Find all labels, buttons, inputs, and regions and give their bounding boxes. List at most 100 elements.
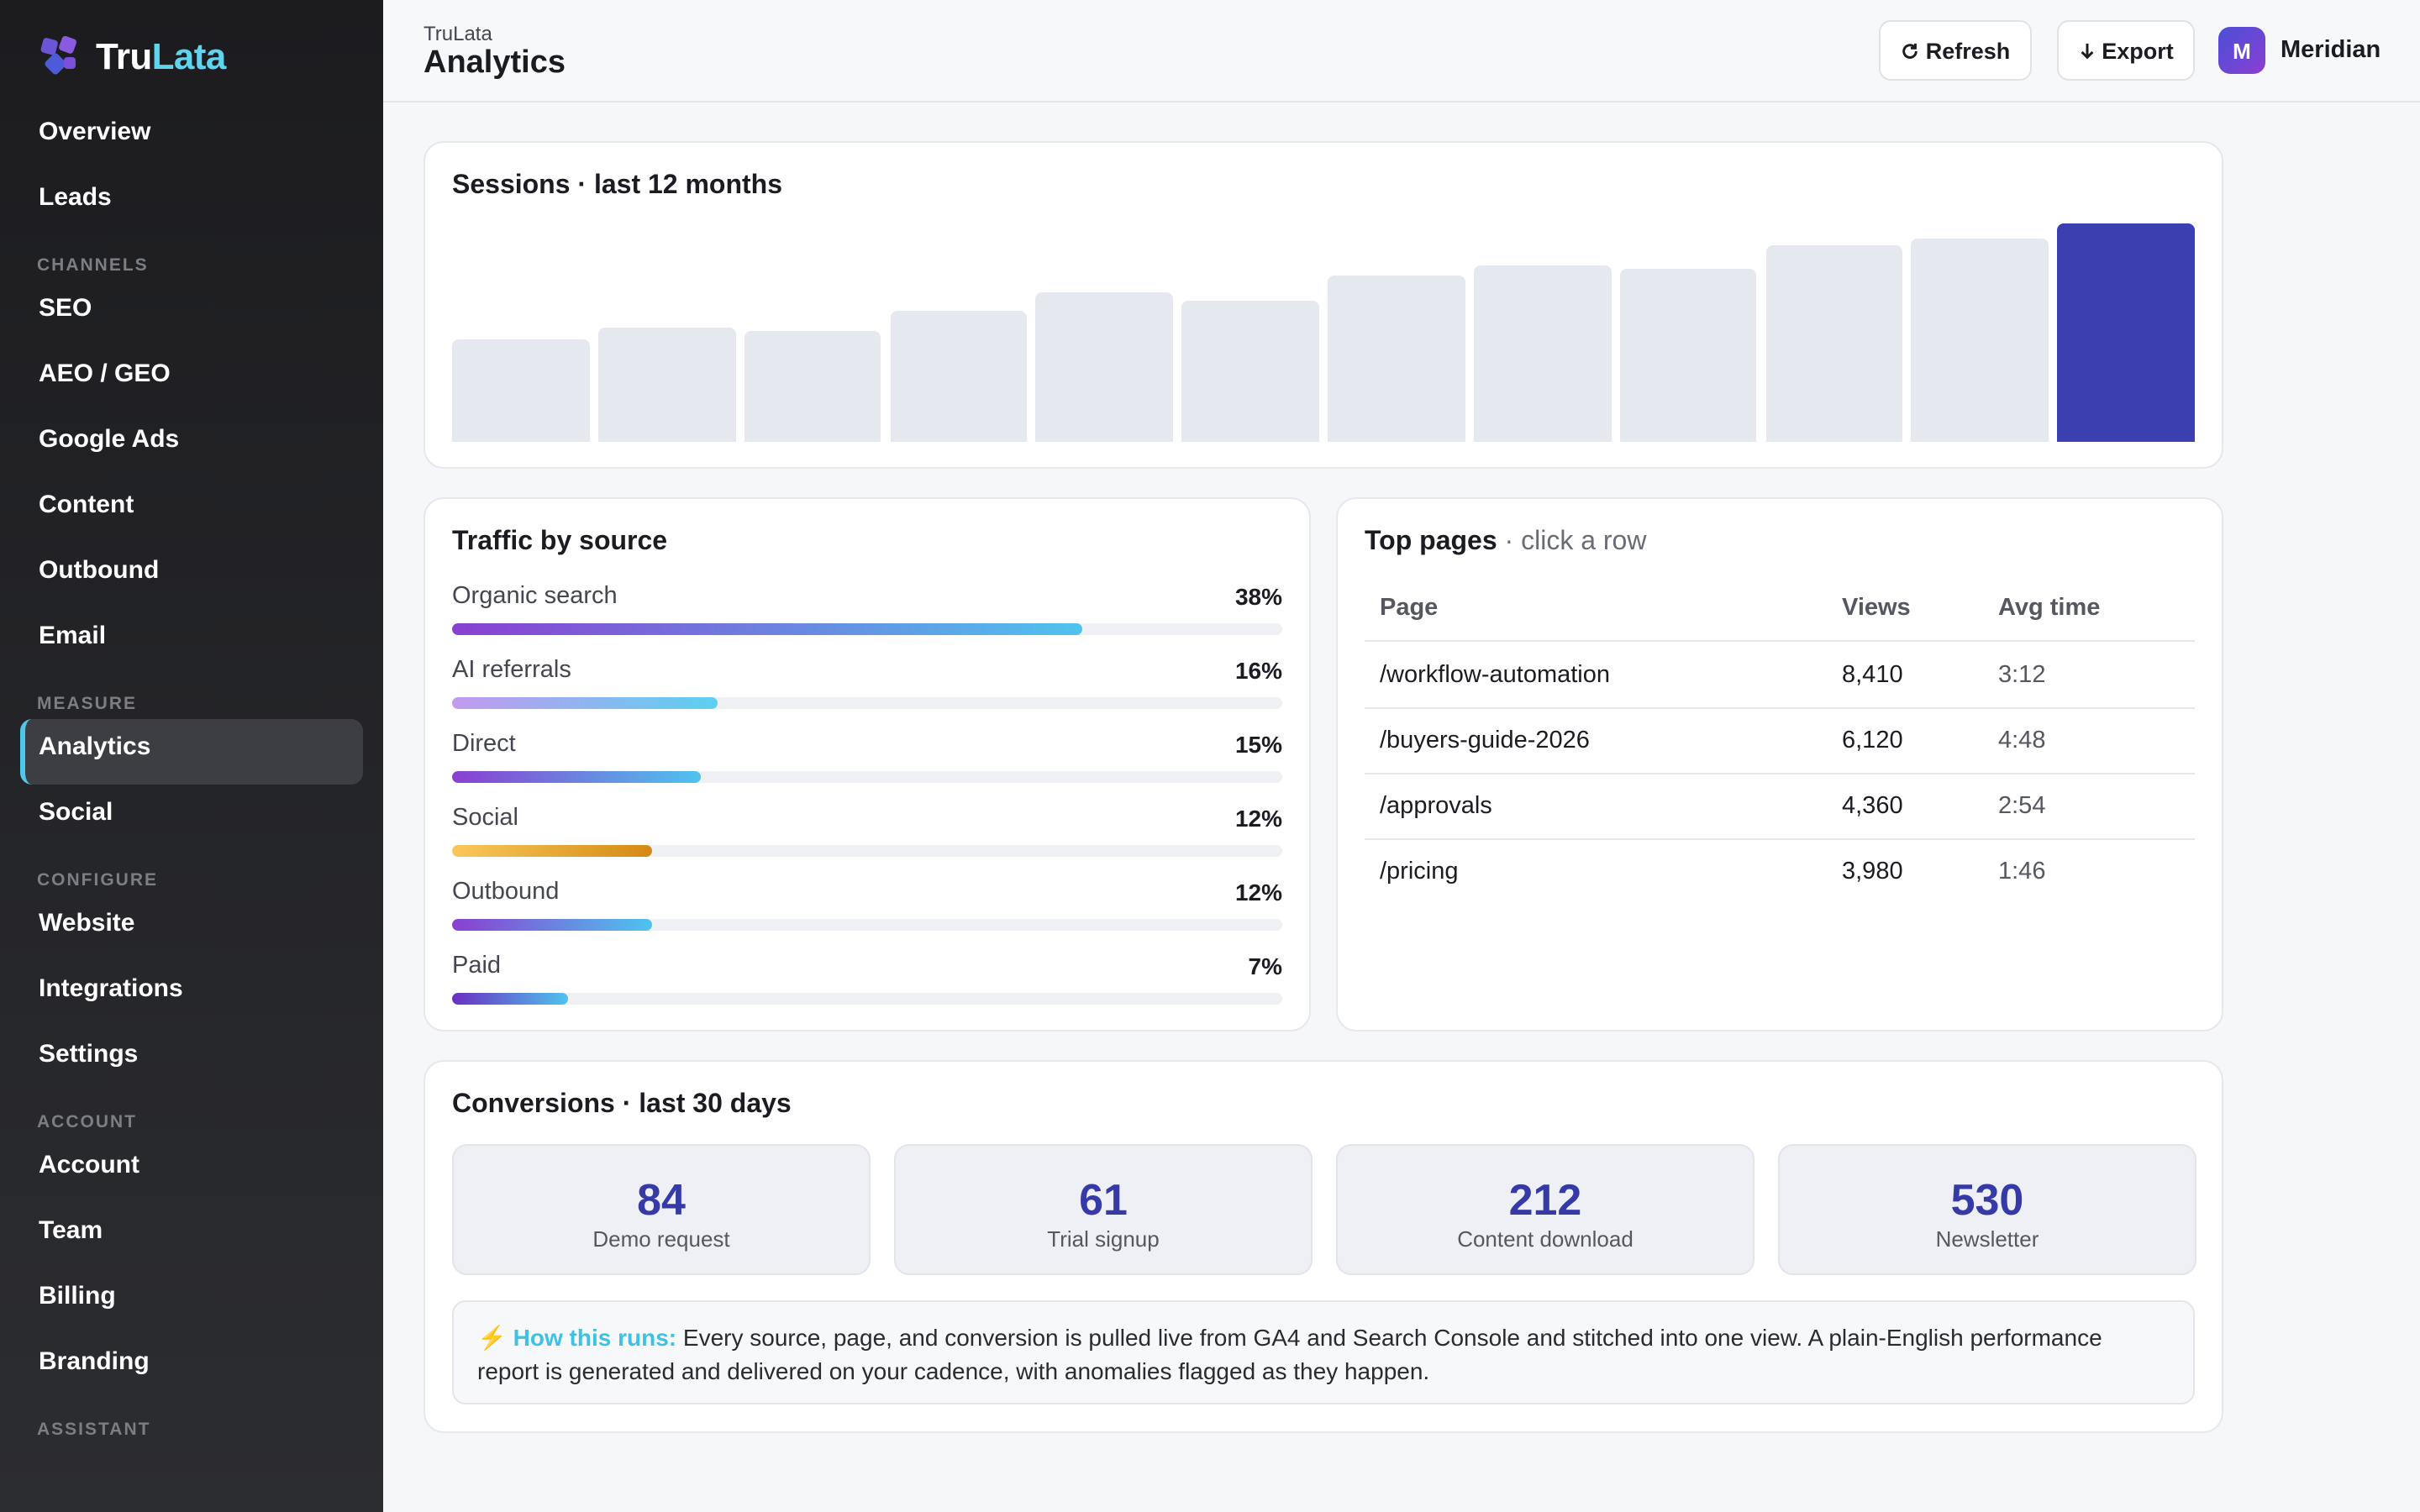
active-highlight — [20, 719, 363, 785]
bar-track — [452, 919, 1282, 931]
nav-item[interactable]: SEO — [39, 294, 92, 323]
source-value: 7% — [1248, 953, 1282, 979]
cell: 3:12 — [1998, 662, 2046, 689]
source-label: Outbound — [452, 879, 560, 906]
nav-item[interactable]: Billing — [39, 1282, 116, 1310]
source-value: 12% — [1234, 879, 1282, 906]
metric-label: Content download — [1457, 1226, 1634, 1252]
card-title: Conversions · last 30 days — [452, 1090, 792, 1119]
source-label: Paid — [452, 953, 502, 979]
metric-tile: 530 Newsletter — [1778, 1144, 2196, 1275]
bar — [1619, 268, 1757, 442]
nav-item[interactable]: Team — [39, 1216, 103, 1245]
nav-item[interactable]: Leads — [39, 183, 112, 212]
breadcrumb: TruLata — [424, 22, 492, 45]
bar — [1328, 276, 1465, 442]
cell: /pricing — [1380, 858, 1459, 885]
nav-item[interactable]: AEO / GEO — [39, 360, 171, 388]
subtitle: · click a row — [1497, 528, 1647, 556]
metric-tile: 84 Demo request — [452, 1144, 871, 1275]
cell: 1:46 — [1998, 858, 2046, 885]
source-label: AI referrals — [452, 657, 571, 684]
bar-track — [452, 697, 1282, 709]
nav-item[interactable]: Website — [39, 909, 135, 937]
logo-text: Lata — [151, 35, 227, 77]
source-value: 12% — [1234, 805, 1282, 832]
bar — [1765, 244, 1903, 442]
bar — [452, 771, 702, 783]
section-label: MEASURE — [37, 694, 138, 714]
cell: 3,980 — [1842, 858, 1903, 885]
nav-item[interactable]: Overview — [39, 118, 151, 146]
metric-value: 84 — [637, 1174, 686, 1225]
source-label: Social — [452, 805, 518, 832]
cell: /workflow-automation — [1380, 662, 1610, 689]
source-value: 38% — [1234, 583, 1282, 610]
divider — [1365, 838, 2195, 840]
divider — [1365, 640, 2195, 642]
column-header: Page — [1380, 595, 1439, 622]
avatar[interactable]: M — [2218, 27, 2265, 74]
metric-label: Trial signup — [1047, 1226, 1160, 1252]
nav-item[interactable]: Email — [39, 622, 107, 650]
title: Top pages — [1365, 528, 1497, 556]
bar — [1911, 239, 2049, 442]
bar — [2057, 223, 2195, 442]
cell: 4,360 — [1842, 793, 1903, 820]
bar — [452, 919, 652, 931]
cell: 6,120 — [1842, 727, 1903, 754]
page-title: Analytics — [424, 45, 566, 81]
conversions-card: Conversions · last 30 days ⚡ How this ru… — [424, 1060, 2223, 1433]
sidebar: Tru Lata Overview Leads CHANNELS SEO AEO / GE… — [0, 0, 383, 1512]
cell: 4:48 — [1998, 727, 2046, 754]
bolt-icon: ⚡ — [477, 1324, 507, 1351]
bar — [452, 993, 569, 1005]
top-pages-card: Top pages · click a row Page Views Avg tim… — [1336, 497, 2223, 1032]
bar — [452, 845, 652, 857]
traffic-card: Traffic by source Organic search 38% AI re… — [424, 497, 1311, 1032]
header: TruLata Analytics Refresh Export M Merid… — [383, 0, 2420, 102]
nav-item[interactable]: Branding — [39, 1347, 150, 1376]
column-header: Avg time — [1998, 595, 2101, 622]
note: ⚡ How this runs: Every source, page, and… — [452, 1300, 2195, 1404]
nav-item[interactable]: Integrations — [39, 974, 183, 1003]
card-title: Top pages · click a row — [1365, 528, 1646, 558]
bar — [452, 697, 718, 709]
nav-item[interactable]: Analytics — [39, 732, 151, 761]
bar-track — [452, 845, 1282, 857]
user-name[interactable]: Meridian — [2281, 37, 2381, 64]
section-label: CHANNELS — [37, 255, 149, 276]
section-label: ACCOUNT — [37, 1112, 137, 1132]
divider — [1365, 707, 2195, 709]
source-label: Direct — [452, 731, 516, 758]
bar — [890, 310, 1028, 442]
bar — [452, 623, 1083, 635]
section-label: ASSISTANT — [37, 1420, 151, 1440]
bar — [597, 327, 736, 442]
logo-text: Tru — [96, 35, 152, 77]
metric-label: Demo request — [592, 1226, 730, 1252]
note-text: Every source, page, and conversion is pu… — [477, 1324, 2102, 1384]
nav-item[interactable]: Google Ads — [39, 425, 180, 454]
metric-tile: 61 Trial signup — [894, 1144, 1313, 1275]
bar-track — [452, 771, 1282, 783]
logo: Tru Lata — [37, 34, 226, 81]
bar-track — [452, 623, 1282, 635]
export-button[interactable]: Export — [2057, 20, 2195, 81]
refresh-button[interactable]: Refresh — [1879, 20, 2032, 81]
source-label: Organic search — [452, 583, 618, 610]
bar — [1035, 292, 1174, 442]
nav-item[interactable]: Social — [39, 798, 113, 827]
nav-item[interactable]: Outbound — [39, 556, 160, 585]
metric-value: 530 — [1950, 1174, 2024, 1225]
card-title: Traffic by source — [452, 528, 668, 556]
button-label: Refresh — [1925, 38, 2011, 63]
divider — [1365, 773, 2195, 774]
nav-item[interactable]: Content — [39, 491, 134, 519]
bar — [1473, 265, 1612, 442]
note-lead: How this runs: — [513, 1324, 677, 1351]
nav-item[interactable]: Account — [39, 1151, 139, 1179]
button-label: Export — [2102, 38, 2174, 63]
bar — [744, 330, 881, 442]
nav-item[interactable]: Settings — [39, 1040, 139, 1068]
